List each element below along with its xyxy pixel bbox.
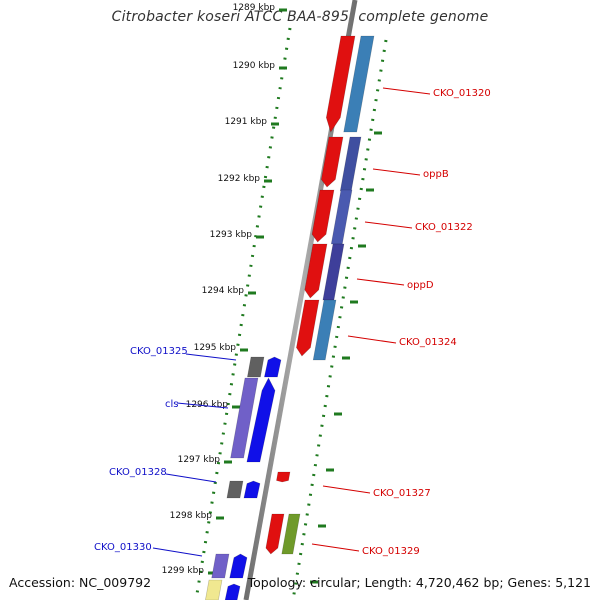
ruler-tick-label: 1291 kbp <box>225 117 268 127</box>
forward-gene-arrow <box>311 189 335 243</box>
gene-leader-line <box>347 335 397 344</box>
forward-gene-label: CKO_01324 <box>399 337 457 348</box>
ruler-tick-label: 1297 kbp <box>178 455 221 465</box>
ruler-tick-label: 1299 kbp <box>162 566 205 576</box>
forward-gene-arrow <box>276 471 291 483</box>
gene-pair-bar <box>205 579 223 600</box>
reverse-gene-arrow <box>229 553 248 579</box>
gene-pair-bar <box>281 513 301 555</box>
ruler-tick-label: 1294 kbp <box>202 286 245 296</box>
ruler-tick-label: 1293 kbp <box>210 230 253 240</box>
reverse-gene-label: CKO_01330 <box>94 542 152 553</box>
forward-gene-label: CKO_01327 <box>373 488 431 499</box>
gene-pair-bar <box>230 377 259 459</box>
forward-gene-arrow <box>265 513 285 555</box>
gene-leader-line <box>356 278 405 286</box>
ruler-tick-label: 1292 kbp <box>218 174 261 184</box>
topology-label: Topology: circular; Length: 4,720,462 bp… <box>247 575 591 590</box>
gene-pair-bar <box>247 356 265 378</box>
gene-pair-bar <box>343 35 375 133</box>
gene-pair-bar <box>322 243 345 301</box>
forward-gene-arrow <box>321 136 344 188</box>
reverse-gene-arrow <box>224 583 241 600</box>
gene-leader-line <box>152 547 203 557</box>
gene-leader-line <box>364 221 413 229</box>
ruler-tick-label: 1295 kbp <box>194 343 237 353</box>
ruler-tick-label: 1290 kbp <box>233 61 276 71</box>
forward-gene-label: CKO_01329 <box>362 546 420 557</box>
ruler-tick-label: 1296 kbp <box>186 400 229 410</box>
forward-gene-arrow <box>296 299 320 357</box>
genome-title: Citrobacter koseri ATCC BAA-895, complet… <box>111 9 489 25</box>
gene-leader-line <box>165 473 217 483</box>
gene-pair-bar <box>339 136 362 192</box>
gene-pair-bar <box>226 480 244 499</box>
forward-gene-arrow <box>326 35 356 133</box>
forward-gene-label: oppD <box>407 280 434 291</box>
gene-pair-bar <box>312 299 337 361</box>
reverse-gene-arrow <box>246 377 276 463</box>
forward-gene-label: oppB <box>423 169 449 180</box>
reverse-gene-label: CKO_01325 <box>130 346 188 357</box>
gene-leader-line <box>322 485 371 494</box>
ruler-tick-label: 1298 kbp <box>170 511 213 521</box>
reverse-gene-label: cls <box>165 399 179 410</box>
forward-gene-arrow <box>304 243 328 299</box>
gene-leader-line <box>382 87 431 95</box>
gene-leader-line <box>311 543 360 552</box>
gene-leader-line <box>176 402 229 409</box>
forward-gene-label: CKO_01320 <box>433 88 491 99</box>
accession-label: Accession: NC_009792 <box>9 575 152 590</box>
gene-leader-line <box>372 168 421 176</box>
reverse-gene-arrow <box>264 356 282 378</box>
reverse-gene-label: CKO_01328 <box>109 467 167 478</box>
forward-gene-label: CKO_01322 <box>415 222 473 233</box>
gene-pair-bar <box>330 189 353 245</box>
gene-leader-line <box>185 353 237 361</box>
ruler-tick-label: 1289 kbp <box>233 3 276 13</box>
gene-pair-bar <box>211 553 230 579</box>
reverse-gene-arrow <box>243 480 261 499</box>
